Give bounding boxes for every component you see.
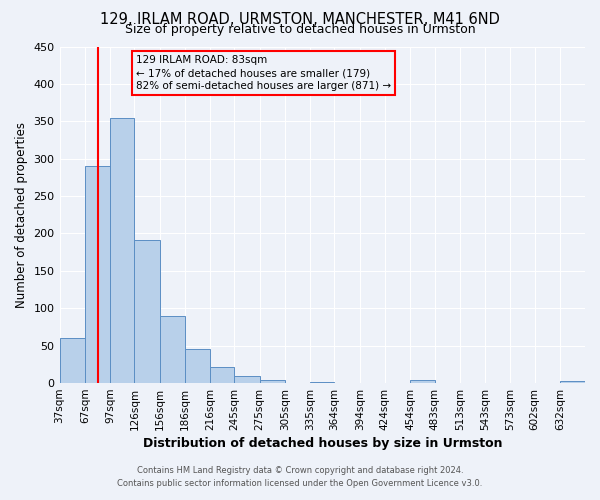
Bar: [185, 348, 210, 383]
Text: Size of property relative to detached houses in Urmston: Size of property relative to detached ho…: [125, 24, 475, 36]
Bar: [210, 368, 235, 383]
Bar: [410, 380, 434, 383]
Text: 129 IRLAM ROAD: 83sqm
← 17% of detached houses are smaller (179)
82% of semi-det: 129 IRLAM ROAD: 83sqm ← 17% of detached …: [136, 55, 391, 92]
Bar: [260, 380, 285, 383]
Bar: [110, 118, 134, 383]
Bar: [235, 376, 260, 383]
Text: 129, IRLAM ROAD, URMSTON, MANCHESTER, M41 6ND: 129, IRLAM ROAD, URMSTON, MANCHESTER, M4…: [100, 12, 500, 28]
Bar: [310, 382, 334, 383]
Text: Contains HM Land Registry data © Crown copyright and database right 2024.
Contai: Contains HM Land Registry data © Crown c…: [118, 466, 482, 487]
Bar: [560, 381, 585, 383]
X-axis label: Distribution of detached houses by size in Urmston: Distribution of detached houses by size …: [143, 437, 502, 450]
Bar: [59, 338, 85, 383]
Y-axis label: Number of detached properties: Number of detached properties: [15, 122, 28, 308]
Bar: [160, 316, 185, 383]
Bar: [85, 166, 110, 383]
Bar: [134, 240, 160, 383]
